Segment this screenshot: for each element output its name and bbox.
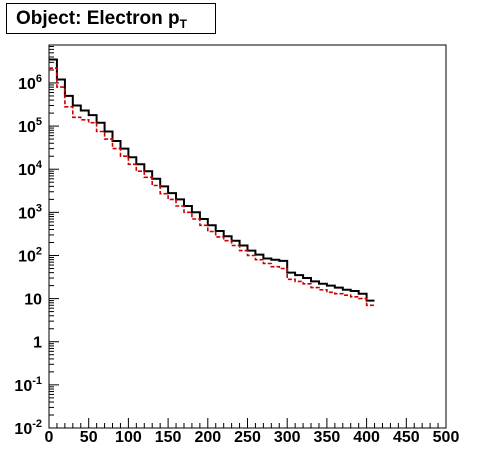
y-tick-label: 104: [18, 159, 43, 179]
x-tick-label: 350: [314, 429, 341, 446]
x-tick-label: 50: [80, 429, 98, 446]
x-tick-label: 0: [45, 429, 54, 446]
axis-labels: 0 50 100 150 200 250 300 350 400 450 500 10-2 10-1 1 1…: [14, 73, 459, 446]
y-tick-label: 103: [18, 202, 42, 222]
x-tick-label: 100: [115, 429, 142, 446]
chart-title-subscript: T: [179, 17, 187, 31]
axis-ticks: [48, 46, 447, 429]
series-black-solid: [49, 58, 375, 302]
y-tick-label: 106: [18, 73, 42, 93]
y-tick-label: 102: [18, 245, 42, 265]
x-tick-label: 200: [194, 429, 221, 446]
y-tick-label: 10-2: [14, 418, 42, 438]
x-tick-label: 500: [433, 429, 460, 446]
x-tick-label: 250: [234, 429, 261, 446]
series-red-dashed: [49, 67, 375, 307]
series-layer: [49, 58, 375, 307]
x-tick-label: 450: [393, 429, 420, 446]
y-tick-label: 10-1: [14, 375, 42, 395]
y-tick-label: 10: [24, 292, 42, 309]
y-tick-label: 1: [33, 335, 42, 352]
chart-title-text: Object: Electron p: [16, 8, 180, 29]
x-tick-label: 400: [353, 429, 380, 446]
y-tick-label: 105: [18, 116, 42, 136]
chart-title: Object: Electron pT: [6, 3, 216, 34]
x-tick-label: 150: [155, 429, 182, 446]
plot-frame: [48, 44, 447, 429]
x-tick-label: 300: [274, 429, 301, 446]
